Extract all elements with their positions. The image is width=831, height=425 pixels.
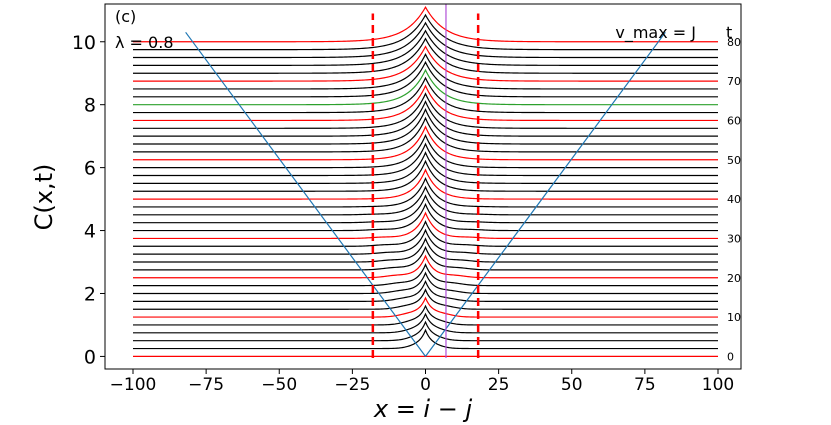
curve-t-78 <box>133 13 718 51</box>
y-tick-label: 6 <box>84 158 96 180</box>
curve-t-24 <box>133 237 718 263</box>
curve-t-34 <box>133 194 718 224</box>
t-label: 20 <box>727 272 741 285</box>
t-label: 80 <box>727 36 741 49</box>
x-tick-label: −25 <box>334 375 370 395</box>
curve-t-18 <box>133 263 718 287</box>
curve-t-20 <box>133 254 718 279</box>
curve-t-70 <box>133 45 718 82</box>
panel-label: (c) <box>115 7 136 26</box>
curve-t-74 <box>133 29 718 66</box>
t-label: 60 <box>727 114 741 127</box>
t-label: 30 <box>727 232 741 245</box>
curve-t-66 <box>133 60 718 98</box>
y-axis-label: C(x,t) <box>30 164 58 231</box>
curve-t-54 <box>133 107 718 145</box>
y-tick-label: 10 <box>72 32 96 54</box>
curve-t-44 <box>133 151 718 184</box>
x-tick-label: 50 <box>561 375 583 395</box>
curve-t-22 <box>133 245 718 271</box>
curve-t-58 <box>133 92 718 129</box>
light-cone-right <box>425 31 666 357</box>
x-tick-label: −100 <box>110 375 157 395</box>
x-tick-label: −75 <box>188 375 224 395</box>
curve-t-38 <box>133 176 718 208</box>
curve-t-26 <box>133 228 718 255</box>
curve-t-16 <box>133 271 718 295</box>
x-axis-label: x = i − j <box>373 395 473 423</box>
curve-t-48 <box>133 133 718 169</box>
y-tick-label: 8 <box>84 95 96 117</box>
overlay-lines <box>185 4 666 358</box>
y-tick-label: 2 <box>84 283 96 305</box>
y-tick-label: 0 <box>84 346 96 368</box>
curve-t-68 <box>133 53 718 90</box>
t-label: 70 <box>727 75 741 88</box>
plot-frame <box>104 3 742 370</box>
t-label: 40 <box>727 193 741 206</box>
curve-t-52 <box>133 116 718 153</box>
curve-t-64 <box>133 68 718 106</box>
curve-t-8 <box>133 304 718 326</box>
y-axis-ticks: 0 2 4 6 8 10 <box>72 32 105 368</box>
x-tick-label: 25 <box>488 375 510 395</box>
parameter-label: λ = 0.8 <box>115 33 174 52</box>
curve-t-60 <box>133 84 718 122</box>
curve-t-10 <box>133 296 718 318</box>
curve-t-50 <box>133 125 718 161</box>
x-tick-label: 0 <box>420 375 431 395</box>
light-cone-left <box>185 31 426 357</box>
curve-t-46 <box>133 142 718 177</box>
curve-t-2 <box>133 328 718 350</box>
curve-t-32 <box>133 202 718 232</box>
curve-t-30 <box>133 211 718 240</box>
velocity-label: v_max = J <box>615 23 696 43</box>
x-tick-label: −50 <box>261 375 297 395</box>
curve-t-36 <box>133 185 718 216</box>
curve-t-12 <box>133 288 718 310</box>
x-axis-ticks: −100 −75 −50 −25 0 25 50 75 100 <box>110 369 734 395</box>
curves-group <box>133 5 718 358</box>
t-axis-title: t <box>726 23 732 42</box>
curve-t-76 <box>133 21 718 59</box>
curve-t-62 <box>133 76 718 114</box>
t-label: 10 <box>727 311 741 324</box>
curve-t-56 <box>133 100 718 137</box>
curve-t-14 <box>133 279 718 302</box>
x-tick-label: 75 <box>634 375 656 395</box>
curve-t-72 <box>133 37 718 74</box>
t-label: 50 <box>727 154 741 167</box>
t-labels: 0 10 20 30 40 50 60 70 80 <box>727 36 741 364</box>
curve-t-42 <box>133 159 718 192</box>
curve-t-4 <box>133 320 718 342</box>
curve-t-40 <box>133 168 718 200</box>
x-tick-label: 100 <box>702 375 734 395</box>
t-label: 0 <box>727 350 734 363</box>
curve-t-6 <box>133 312 718 334</box>
curve-t-80 <box>133 5 718 43</box>
y-tick-label: 4 <box>84 221 96 243</box>
curve-t-28 <box>133 220 718 247</box>
